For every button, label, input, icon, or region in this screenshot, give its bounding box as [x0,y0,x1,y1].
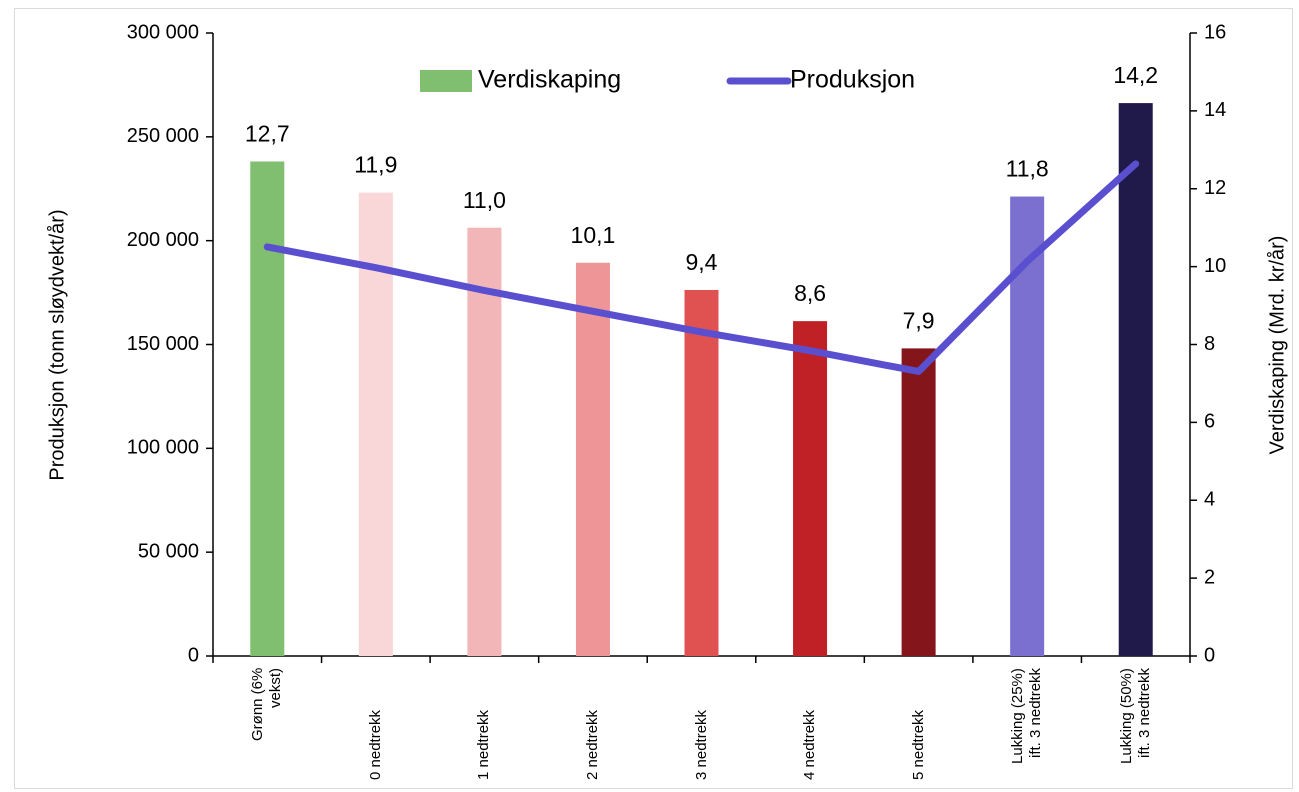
data-label: 8,6 [794,280,826,306]
bar [684,289,719,656]
x-tick-label: 4 nedtrekk [801,709,819,780]
x-tick-label: Lukking (25%) ift. 3 nedtrekk [1009,668,1045,764]
y2-tick-label: 10 [1204,255,1226,277]
y2-tick-label: 12 [1204,177,1226,199]
x-tick-label: 5 nedtrekk [909,709,927,780]
data-label: 11,0 [463,187,506,213]
bar [793,321,828,656]
y2-tick-label: 0 [1204,644,1215,666]
data-label: 14,2 [1113,62,1158,88]
data-label: 9,4 [686,249,718,275]
y-tick-label: 150 000 [127,333,199,355]
y-tick-label: 250 000 [127,125,199,147]
y2-tick-label: 8 [1204,333,1215,355]
x-tick-label: 0 nedtrekk [366,709,384,780]
frame [14,8,1293,789]
y-tick-label: 100 000 [127,437,199,459]
y-tick-label: 50 000 [138,540,199,562]
line [263,160,1140,375]
y-tick-label: 200 000 [127,229,199,251]
legend-label: Produksjon [790,66,915,94]
y2-axis-label: Verdiskaping (Mrd. kr/år) [1266,236,1288,455]
bar [467,227,502,656]
bar [575,262,610,656]
x-tick-label: 2 nedtrekk [583,709,601,780]
data-label: 7,9 [903,307,935,333]
y2-tick-label: 14 [1204,99,1226,121]
data-label: 11,9 [354,152,397,178]
y2-tick-label: 2 [1204,566,1215,588]
x-tick-label: 3 nedtrekk [692,709,710,780]
data-label: 12,7 [245,121,290,147]
y2-tick-label: 16 [1204,21,1226,43]
bar [901,348,936,656]
legend-swatch [420,70,472,92]
bar [250,161,285,656]
y2-tick-label: 6 [1204,411,1215,433]
x-tick-label: Lukking (50%) ift. 3 nedtrekk [1117,668,1153,764]
x-tick-label: 1 nedtrekk [475,709,493,780]
data-label: 11,8 [1006,156,1049,182]
y-tick-label: 300 000 [127,21,199,43]
data-label: 10,1 [571,222,616,248]
y2-tick-label: 4 [1204,489,1215,511]
y-axis-label: Produksjon (tonn sløydvekt/år) [46,209,68,480]
bar [1118,103,1153,656]
x-tick-label: Grønn (6% vekst) [249,668,285,742]
legend-label: Verdiskaping [478,66,621,94]
y-tick-label: 0 [188,644,199,666]
